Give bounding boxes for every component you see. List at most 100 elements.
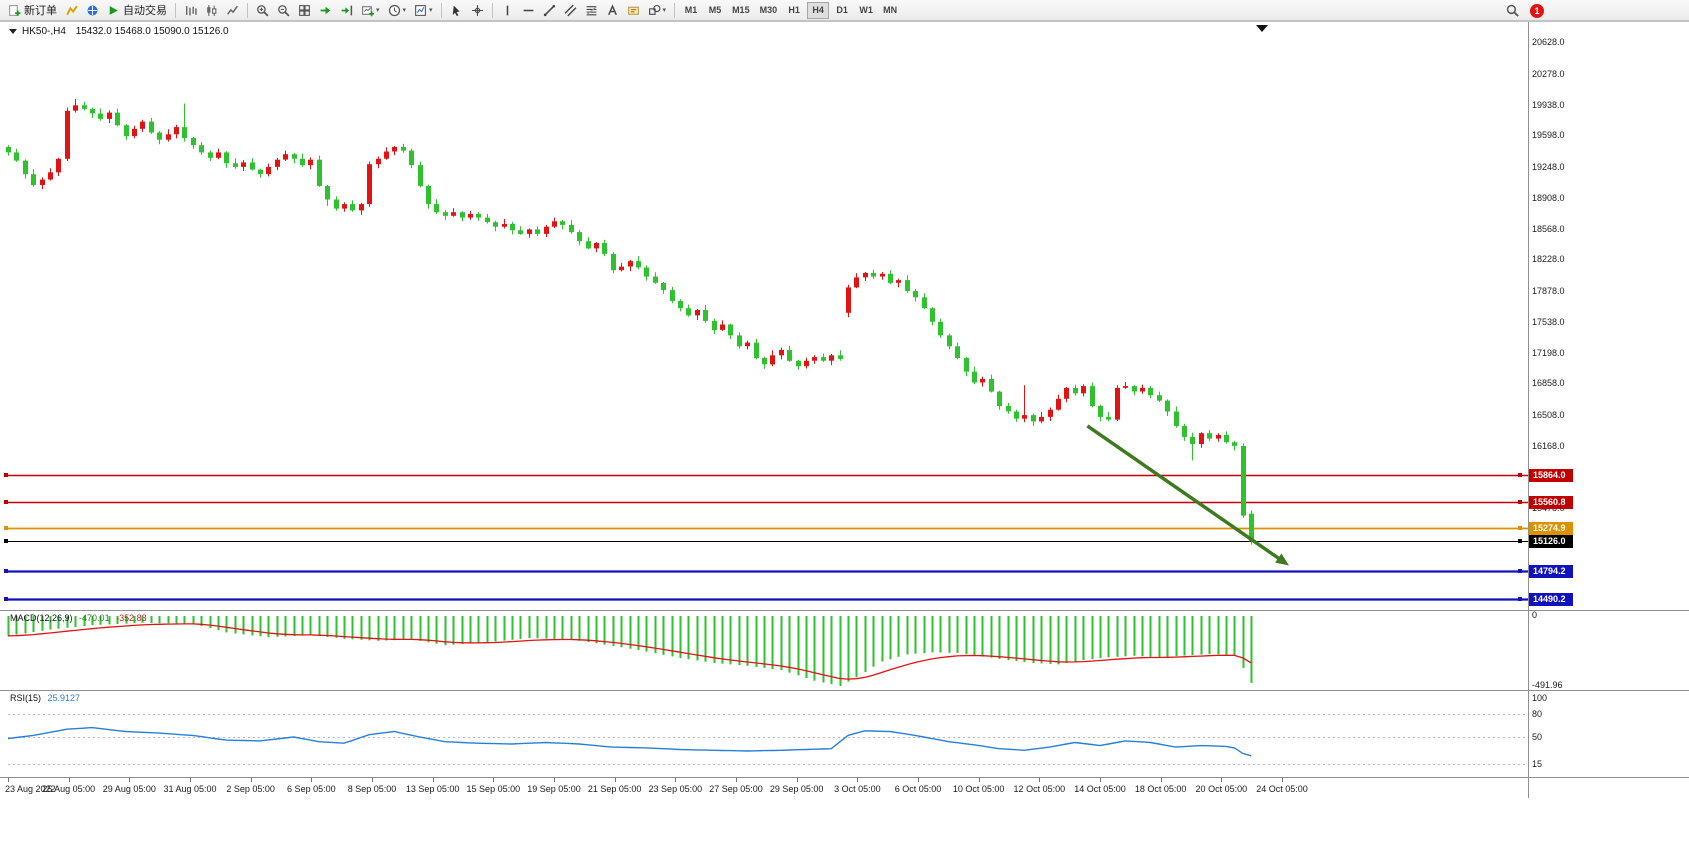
candle-body: [1157, 395, 1162, 401]
candle-body: [149, 121, 154, 133]
candle-body: [544, 226, 549, 234]
tile-windows-icon: [299, 4, 310, 16]
toolbar-separator: [247, 2, 248, 18]
candle-body: [502, 224, 507, 227]
candle-body: [628, 261, 633, 267]
cursor-button[interactable]: [446, 1, 467, 20]
candle-body: [1249, 513, 1254, 542]
candle-body: [863, 272, 868, 278]
hline-handle[interactable]: [4, 569, 8, 573]
candle-body: [485, 217, 490, 223]
text-button[interactable]: [602, 1, 623, 20]
timeframe-d1[interactable]: D1: [831, 2, 853, 19]
candle-body: [770, 355, 775, 365]
candle-body: [107, 112, 112, 119]
toolbar-separator: [175, 2, 176, 18]
trendline-button[interactable]: [539, 1, 560, 20]
candle-body: [964, 358, 969, 372]
candle-body: [955, 346, 960, 359]
new-chart-button[interactable]: ▾: [357, 1, 384, 20]
candle-body: [653, 276, 658, 283]
candle-body: [527, 229, 532, 234]
toolbar-separator: [440, 2, 442, 18]
candle-body: [1207, 433, 1212, 439]
candle-body: [846, 287, 851, 313]
tile-windows-button[interactable]: [294, 1, 315, 20]
hline-handle[interactable]: [1518, 526, 1522, 530]
candle-chart-button[interactable]: [201, 1, 222, 20]
new-order-button[interactable]: 新订单: [4, 1, 61, 20]
hline-handle[interactable]: [4, 539, 8, 543]
candle-body: [838, 355, 843, 359]
hline-handle[interactable]: [1518, 473, 1522, 477]
toolbar: 新订单 自动交易 ▾ ▾ ▾ ▾ M1 M5 M15 M30 H1 H4 D1 W1 MN 1: [0, 0, 1689, 21]
chart-shift-button[interactable]: [336, 1, 357, 20]
search-button[interactable]: [1502, 1, 1523, 20]
macd-histogram: [7, 616, 1253, 686]
candle-body: [1199, 433, 1204, 445]
candle-body: [1174, 411, 1179, 426]
candle-body: [334, 199, 339, 209]
trend-arrow[interactable]: [1086, 424, 1281, 561]
timeframe-m5[interactable]: M5: [704, 2, 726, 19]
candle-body: [644, 267, 649, 277]
candle-body: [762, 358, 767, 365]
candles-layer: [6, 99, 1254, 545]
hline-handle[interactable]: [1518, 500, 1522, 504]
notification-badge[interactable]: 1: [1530, 3, 1544, 18]
hline-handle[interactable]: [4, 500, 8, 504]
vertical-line-button[interactable]: [497, 1, 518, 20]
timeframe-mn[interactable]: MN: [879, 2, 901, 19]
indicators-button[interactable]: ▾: [410, 1, 437, 20]
candle-body: [821, 357, 826, 361]
candle-chart-icon: [207, 4, 217, 16]
hline-handle[interactable]: [1518, 539, 1522, 543]
candle-body: [686, 308, 691, 316]
community-button[interactable]: [82, 1, 103, 20]
zoom-out-button[interactable]: [273, 1, 294, 20]
candle-body: [754, 342, 759, 358]
hline-handle[interactable]: [4, 473, 8, 477]
timeframe-m30[interactable]: M30: [756, 2, 782, 19]
candle-body: [493, 222, 498, 227]
candle-body: [1115, 387, 1120, 420]
hline-handle[interactable]: [1518, 597, 1522, 601]
channel-button[interactable]: [560, 1, 581, 20]
auto-trading-button[interactable]: 自动交易: [103, 1, 171, 20]
hline-handle[interactable]: [1518, 569, 1522, 573]
candle-body: [980, 378, 985, 383]
timeframe-h4[interactable]: H4: [807, 1, 830, 19]
trend-arrow-head[interactable]: [1275, 553, 1289, 566]
line-chart-button[interactable]: [222, 1, 243, 20]
fibonacci-button[interactable]: [581, 1, 602, 20]
candle-body: [182, 127, 187, 138]
chart-shift-marker[interactable]: [1256, 25, 1268, 32]
candle-body: [636, 261, 641, 268]
experts-button[interactable]: [61, 1, 82, 20]
candle-body: [896, 280, 901, 283]
auto-trading-label: 自动交易: [123, 5, 167, 17]
timeframe-m15[interactable]: M15: [728, 2, 754, 19]
macd-signal-line: [7, 623, 1252, 680]
crosshair-button[interactable]: [467, 1, 488, 20]
timeframe-h1[interactable]: H1: [783, 2, 805, 19]
text-label-button[interactable]: [623, 1, 644, 20]
hline-handle[interactable]: [4, 526, 8, 530]
shapes-button[interactable]: ▾: [644, 1, 671, 20]
candle-body: [905, 280, 910, 291]
pane-separators[interactable]: [0, 610, 1689, 778]
horizontal-line-button[interactable]: [518, 1, 539, 20]
hline-handle[interactable]: [4, 597, 8, 601]
symbol-menu-icon[interactable]: [9, 29, 17, 34]
timeframe-m1[interactable]: M1: [680, 2, 702, 19]
zoom-in-button[interactable]: [252, 1, 273, 20]
candle-body: [1140, 387, 1145, 392]
timeframe-w1[interactable]: W1: [855, 2, 877, 19]
candle-body: [23, 160, 28, 175]
periods-button[interactable]: ▾: [384, 1, 411, 20]
auto-scroll-button[interactable]: [315, 1, 336, 20]
candle-body: [14, 152, 19, 161]
dropdown-caret-icon: ▾: [402, 7, 407, 14]
bar-chart-button[interactable]: [180, 1, 201, 20]
